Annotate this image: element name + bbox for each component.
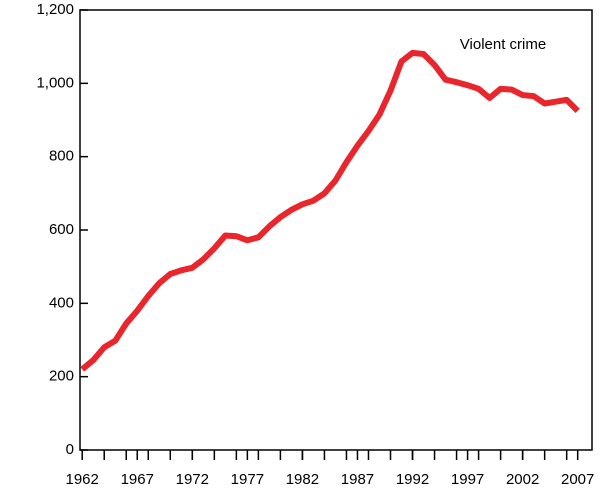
y-tick-label: 200: [49, 368, 74, 385]
data-line: [80, 49, 580, 372]
x-tick-label: 1987: [341, 471, 374, 488]
y-tick-label: 1,000: [36, 74, 74, 91]
x-tick-label: 1977: [231, 471, 264, 488]
y-tick-label: 800: [49, 148, 74, 165]
plot-frame: [79, 9, 593, 451]
x-tick-label: 2002: [506, 471, 539, 488]
x-tick-label: 1972: [176, 471, 209, 488]
x-tick-label: 1967: [121, 471, 154, 488]
x-tick-label: 1997: [451, 471, 484, 488]
y-tick-label: 400: [49, 294, 74, 311]
x-tick-label: 2007: [561, 471, 594, 488]
y-tick-label: 600: [49, 221, 74, 238]
x-tick-label: 1962: [66, 471, 99, 488]
y-tick-label: 1,200: [36, 1, 74, 18]
x-tick-label: 1992: [396, 471, 429, 488]
x-tick-label: 1982: [286, 471, 319, 488]
series-label: Violent crime: [460, 36, 546, 53]
y-tick-label: 0: [66, 441, 74, 458]
